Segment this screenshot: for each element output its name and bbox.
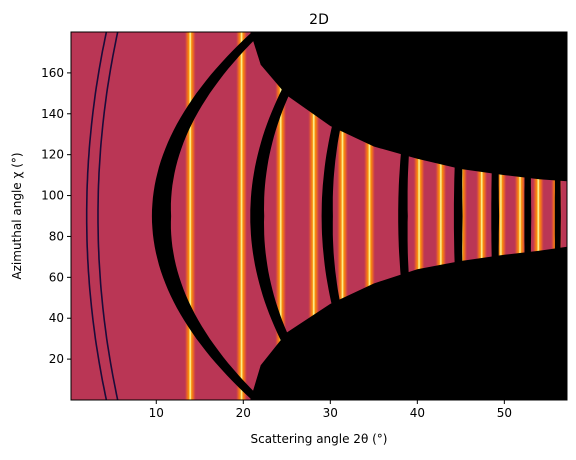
dark-curve-2: [97, 32, 119, 400]
y-tick-label: 40: [49, 311, 64, 325]
plot-area: [71, 32, 567, 400]
mask-top: [250, 32, 567, 182]
y-axis-label: Azimuthal angle χ (°): [10, 152, 24, 279]
y-tick-label: 120: [41, 148, 64, 162]
x-tick-label: 50: [497, 406, 512, 420]
gap-1: [151, 32, 263, 400]
y-tick-label: 60: [49, 270, 64, 284]
plot-frame: [70, 31, 568, 401]
y-tick-label: 160: [41, 66, 64, 80]
y-tick-label: 140: [41, 107, 64, 121]
x-tick-label: 10: [149, 406, 164, 420]
x-axis: 10 20 30 40 50: [149, 400, 512, 420]
gap-2: [250, 32, 325, 400]
x-axis-label: Scattering angle 2θ (°): [251, 432, 388, 446]
ring-1: [184, 32, 197, 400]
ring-2: [235, 32, 248, 400]
x-tick-label: 30: [323, 406, 338, 420]
mask-layer: [250, 32, 567, 400]
y-tick-label: 100: [41, 189, 64, 203]
dark-curve-1: [85, 32, 108, 400]
x-tick-label: 20: [236, 406, 251, 420]
y-tick-label: 20: [49, 352, 64, 366]
x-tick-label: 40: [410, 406, 425, 420]
chart-title: 2D: [309, 12, 329, 28]
ring-4: [307, 32, 320, 400]
mask-bottom: [250, 246, 567, 400]
y-axis: 20 40 60 80 100 120 140 160: [41, 66, 71, 366]
y-tick-label: 80: [49, 229, 64, 243]
